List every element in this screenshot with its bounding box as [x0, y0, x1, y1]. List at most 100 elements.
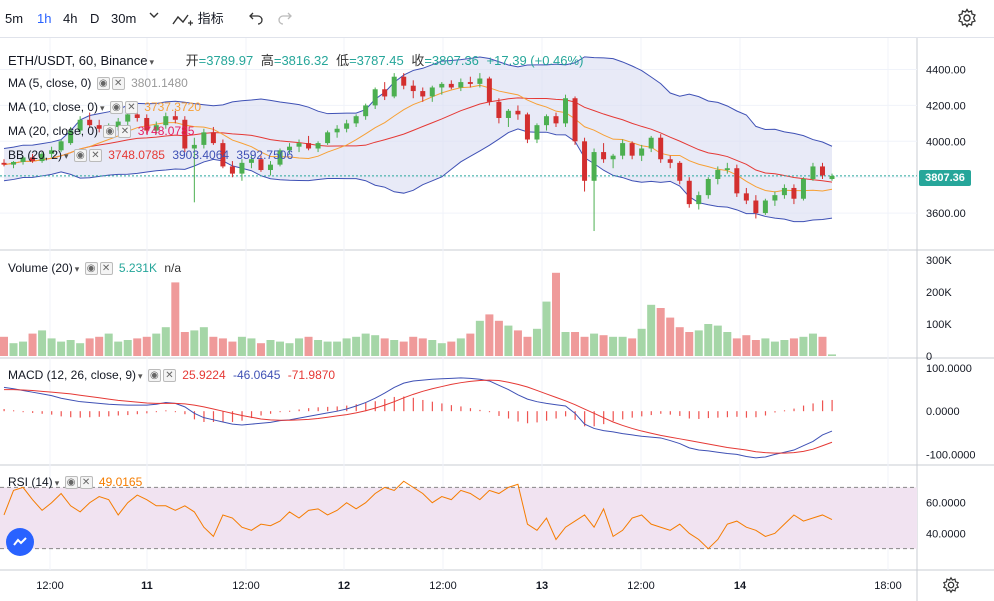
- eye-icon[interactable]: ◉: [109, 101, 123, 115]
- volume-bar: [561, 332, 570, 356]
- volume-legend[interactable]: Volume (20) ▾ ◉ ✕ 5.231K n/a: [8, 261, 181, 276]
- volume-bar: [694, 330, 703, 356]
- macd-histogram-bar: [212, 411, 215, 422]
- eye-icon[interactable]: ◉: [96, 77, 110, 91]
- ma5-legend[interactable]: MA (5, close, 0) ◉ ✕ 3801.1480: [8, 76, 188, 91]
- volume-bar: [352, 336, 361, 356]
- close-icon[interactable]: ✕: [162, 369, 176, 383]
- chevron-down-icon[interactable]: ▾: [64, 151, 69, 161]
- interval-4h[interactable]: 4h: [63, 11, 78, 26]
- chevron-down-icon[interactable]: ▾: [54, 478, 60, 488]
- eye-icon[interactable]: ◉: [103, 125, 117, 139]
- macd-histogram-bar: [127, 411, 129, 416]
- candle-body: [781, 187, 787, 196]
- price-tick-label: 3600.00: [926, 208, 966, 220]
- candle-body: [163, 116, 169, 126]
- ma20-legend[interactable]: MA (20, close, 0) ◉ ✕ 3748.0785: [8, 124, 195, 139]
- interval-1h[interactable]: 1h: [37, 11, 52, 26]
- indicators-button[interactable]: 指标: [172, 8, 224, 28]
- volume-bar: [808, 333, 817, 356]
- candle-body: [201, 132, 207, 145]
- macd-histogram-bar: [203, 411, 205, 422]
- volume-bar: [571, 332, 580, 356]
- eye-icon[interactable]: ◉: [84, 262, 98, 276]
- ma10-legend[interactable]: MA (10, close, 0) ▾ ◉ ✕ 3737.3720: [8, 100, 201, 115]
- redo-icon[interactable]: [277, 9, 293, 28]
- cloud-icon[interactable]: [6, 528, 34, 556]
- volume-bar: [494, 320, 503, 356]
- candle-body: [344, 123, 350, 129]
- macd-histogram-bar: [308, 408, 310, 412]
- macd-histogram-bar: [260, 411, 262, 416]
- macd-histogram-bar: [98, 411, 100, 417]
- macd-histogram-bar: [574, 411, 576, 420]
- chevron-down-icon[interactable]: ▾: [100, 103, 105, 113]
- macd-histogram-bar: [422, 399, 424, 412]
- macd-histogram-bar: [51, 411, 53, 415]
- candle-body: [743, 193, 749, 201]
- macd-legend[interactable]: MACD (12, 26, close, 9) ▾ ◉ ✕ 25.9224 -46.…: [8, 368, 335, 383]
- eye-icon[interactable]: ◉: [64, 476, 78, 490]
- chevron-down-icon[interactable]: ▾: [149, 57, 154, 67]
- volume-bar: [28, 333, 37, 356]
- volume-tick-label: 200K: [926, 287, 952, 299]
- ma20-line: [3, 97, 833, 183]
- bb-legend[interactable]: BB (20, 2) ▾ ◉ ✕ 3748.0785 3903.4064 3592.…: [8, 148, 293, 163]
- volume-bar: [47, 338, 56, 356]
- settings-icon[interactable]: [957, 8, 977, 31]
- candle-body: [363, 105, 369, 117]
- rsi-tick-label: 60.0000: [926, 498, 966, 510]
- chart-canvas[interactable]: 4400.004200.004000.003800.003600.00300K2…: [0, 38, 994, 601]
- chevron-down-icon[interactable]: ▾: [74, 264, 80, 274]
- undo-icon[interactable]: [248, 9, 264, 28]
- bollinger-lower-line: [3, 128, 833, 223]
- macd-histogram-bar: [184, 411, 186, 415]
- volume-bar: [304, 336, 313, 356]
- macd-histogram-bar: [802, 405, 805, 412]
- chevron-down-icon[interactable]: [148, 9, 160, 24]
- close-label: 收: [411, 53, 425, 68]
- close-icon[interactable]: ✕: [79, 476, 93, 490]
- candle-body: [715, 170, 721, 179]
- close-icon[interactable]: ✕: [124, 101, 138, 115]
- candle-body: [153, 125, 159, 131]
- macd-histogram-bar: [498, 411, 500, 416]
- interval-30m[interactable]: 30m: [111, 11, 137, 26]
- time-axis-settings-icon[interactable]: [942, 576, 960, 597]
- candle-body: [553, 116, 559, 124]
- volume-bar: [742, 335, 751, 356]
- chevron-down-icon[interactable]: ▾: [138, 371, 143, 381]
- close-icon[interactable]: ✕: [118, 125, 132, 139]
- volume-bar: [123, 340, 132, 356]
- time-tick-label: 12:00: [429, 580, 457, 592]
- macd-histogram-bar: [117, 411, 119, 416]
- candle-body: [125, 114, 131, 122]
- macd-histogram-bar: [250, 411, 253, 419]
- macd-histogram-bar: [488, 411, 491, 413]
- rsi-legend[interactable]: RSI (14) ▾ ◉ ✕ 49.0165: [8, 475, 142, 490]
- close-icon[interactable]: ✕: [99, 262, 113, 276]
- volume-bar: [780, 340, 789, 356]
- symbol-title[interactable]: ETH/USDT, 60, Binance: [8, 53, 148, 68]
- volume-bar: [295, 338, 304, 356]
- ma20-value: 3748.0785: [137, 124, 195, 138]
- candle-body: [277, 150, 283, 165]
- interval-d[interactable]: D: [90, 11, 100, 26]
- volume-bar: [180, 332, 189, 356]
- macd-histogram-bar: [679, 411, 681, 416]
- macd-histogram-bar: [545, 411, 548, 421]
- candle-body: [391, 76, 397, 97]
- volume-bar: [209, 336, 218, 356]
- eye-icon[interactable]: ◉: [147, 369, 161, 383]
- macd-histogram-bar: [736, 411, 738, 417]
- candle-body: [724, 168, 730, 171]
- time-tick-label: 12:00: [36, 580, 64, 592]
- candle-body: [248, 159, 254, 163]
- interval-5m[interactable]: 5m: [5, 11, 24, 26]
- eye-icon[interactable]: ◉: [73, 149, 87, 163]
- close-icon[interactable]: ✕: [88, 149, 102, 163]
- volume-bar: [428, 340, 437, 356]
- volume-bar: [95, 336, 104, 356]
- volume-bar: [628, 338, 637, 356]
- close-icon[interactable]: ✕: [111, 77, 125, 91]
